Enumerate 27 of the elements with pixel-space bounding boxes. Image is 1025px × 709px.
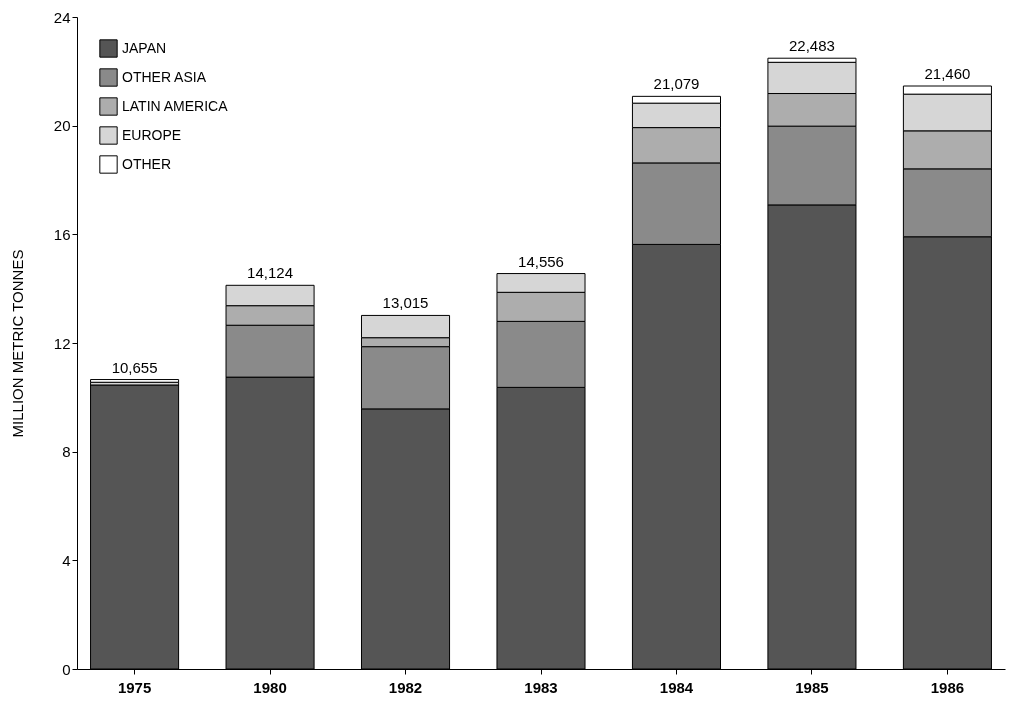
y-tick-label: 0	[62, 660, 71, 678]
x-tick-label: 1975	[117, 678, 152, 696]
y-tick-label: 4	[62, 551, 71, 569]
total-label: 22,483	[789, 37, 835, 55]
legend-label: JAPAN	[122, 39, 167, 56]
total-label: 21,460	[924, 65, 971, 82]
x-tick-label: 1986	[930, 678, 965, 696]
y-axis-title: MILLION METRIC TONNES	[8, 249, 26, 438]
total-label: 14,556	[518, 252, 564, 270]
legend-label: OTHER	[122, 155, 171, 172]
x-tick-label: 1985	[795, 678, 829, 696]
total-label: 21,079	[653, 75, 700, 93]
y-tick-label: 16	[53, 225, 71, 243]
x-tick-label: 1983	[524, 678, 558, 696]
total-label: 10,655	[111, 358, 158, 376]
y-tick-label: 12	[53, 334, 71, 352]
x-tick-label: 1980	[253, 678, 287, 696]
y-tick-label: 8	[62, 443, 71, 461]
total-label: 14,124	[247, 264, 293, 282]
legend-label: EUROPE	[122, 126, 182, 143]
y-tick-label: 24	[53, 8, 71, 26]
x-tick-label: 1982	[388, 678, 423, 696]
x-tick-label: 1984	[659, 678, 694, 696]
total-label: 13,015	[382, 294, 429, 312]
y-tick-label: 20	[53, 117, 71, 135]
legend-label: OTHER ASIA	[122, 68, 207, 85]
legend-label: LATIN AMERICA	[122, 97, 229, 114]
